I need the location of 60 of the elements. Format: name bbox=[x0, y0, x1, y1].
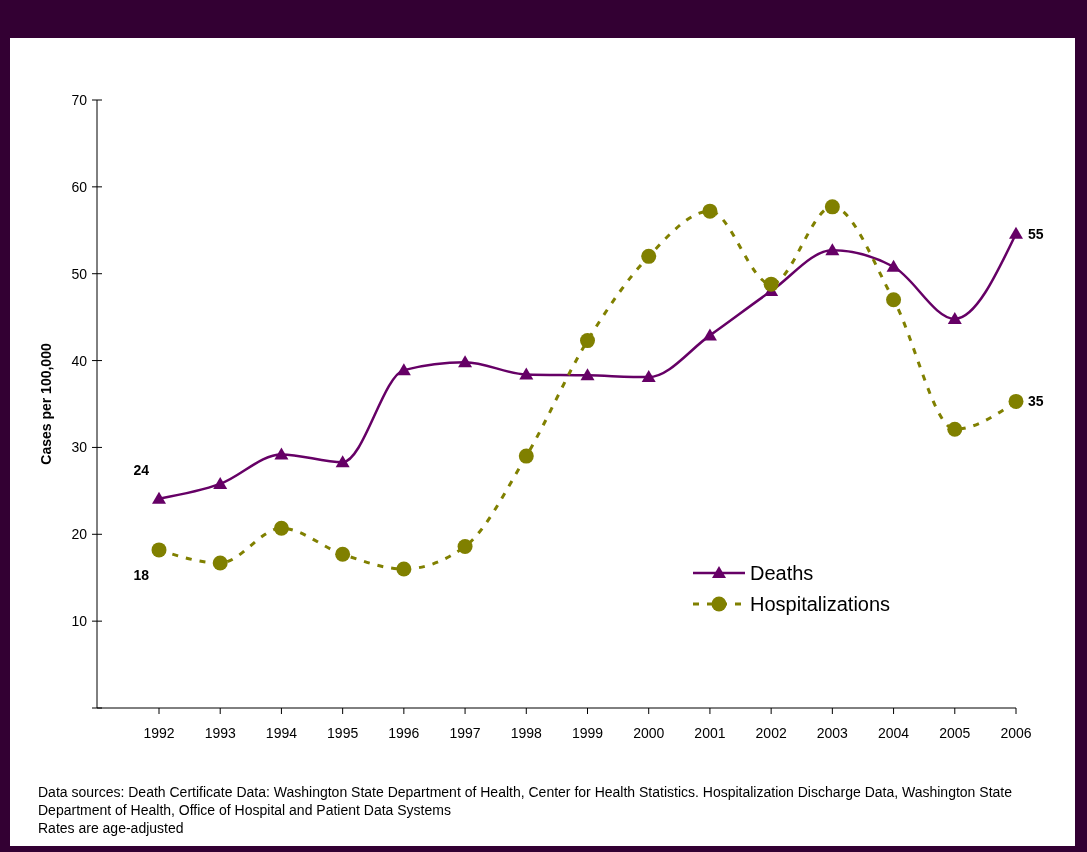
data-label: 24 bbox=[133, 461, 150, 478]
data-label: 55 bbox=[1028, 225, 1044, 242]
point bbox=[212, 555, 228, 571]
x-tick-label: 2000 bbox=[633, 725, 665, 741]
y-tick-label: 20 bbox=[71, 526, 88, 543]
point bbox=[457, 538, 473, 554]
point bbox=[824, 199, 840, 215]
data-label: 35 bbox=[1028, 393, 1044, 410]
x-tick-label: 1994 bbox=[265, 725, 298, 741]
x-tick-label: 1992 bbox=[143, 725, 175, 741]
x-tick-label: 1996 bbox=[388, 725, 420, 741]
x-tick-label: 2003 bbox=[816, 725, 849, 741]
point bbox=[151, 542, 167, 558]
x-tick-label: 1997 bbox=[449, 725, 481, 741]
point bbox=[886, 292, 902, 308]
x-tick-label: 2002 bbox=[755, 725, 787, 741]
point bbox=[396, 363, 411, 376]
x-tick-label: 2001 bbox=[694, 725, 726, 741]
point bbox=[274, 447, 289, 460]
point bbox=[518, 448, 534, 464]
point bbox=[335, 546, 351, 562]
y-tick-label: 40 bbox=[71, 352, 88, 369]
point bbox=[396, 561, 412, 577]
x-tick-label: 2004 bbox=[877, 725, 910, 741]
y-tick-label: 70 bbox=[71, 92, 88, 108]
point bbox=[641, 370, 656, 383]
y-tick-label: 10 bbox=[71, 613, 88, 630]
text: Data sources: Death Certificate Data: Washington State Department of Health, Center for Health Statistics. Hospitalization Discharge Data, Washington State Department of Health, Office of Hospital and Patient Data Systems bbox=[38, 784, 1013, 818]
point bbox=[886, 259, 901, 272]
x-tick-label: 1993 bbox=[204, 725, 236, 741]
point bbox=[458, 355, 473, 368]
x-tick-label: 1995 bbox=[327, 725, 359, 741]
point bbox=[702, 328, 717, 341]
point bbox=[580, 333, 595, 349]
y-tick-label: 50 bbox=[71, 265, 88, 282]
point bbox=[702, 203, 718, 219]
point bbox=[273, 520, 289, 536]
x-tick-label: 1999 bbox=[571, 725, 604, 741]
y-tick-label: 30 bbox=[71, 439, 88, 456]
x-tick-label: 1998 bbox=[510, 725, 543, 741]
point bbox=[519, 367, 534, 380]
point bbox=[1008, 393, 1024, 409]
data-label: 18 bbox=[133, 566, 150, 583]
x-tick-label: 2005 bbox=[939, 725, 971, 741]
y-tick-label: 60 bbox=[71, 178, 88, 195]
legend-label: Hospitalizations bbox=[750, 593, 891, 615]
y-axis-title: Cases per 100,000 bbox=[38, 343, 54, 465]
point bbox=[825, 243, 840, 256]
point bbox=[213, 476, 228, 489]
point bbox=[1009, 226, 1023, 239]
point bbox=[947, 311, 962, 324]
point bbox=[641, 248, 657, 264]
legend-label: Deaths bbox=[750, 562, 814, 584]
point bbox=[335, 455, 350, 468]
point bbox=[580, 368, 595, 381]
x-tick-label: 2006 bbox=[1000, 725, 1032, 741]
point bbox=[947, 421, 963, 437]
point bbox=[152, 491, 166, 504]
point bbox=[763, 276, 779, 292]
text: Rates are age-adjusted bbox=[38, 820, 184, 836]
